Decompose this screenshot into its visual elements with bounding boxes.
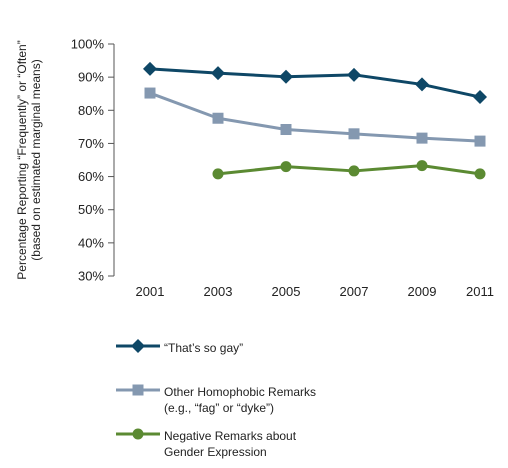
data-point: [212, 168, 224, 180]
data-point: [474, 135, 486, 147]
data-point: [348, 128, 360, 140]
x-tick-label: 2007: [340, 284, 369, 299]
data-point: [144, 87, 156, 99]
y-tick-label: 90%: [78, 70, 104, 85]
y-tick-label: 100%: [71, 37, 105, 52]
legend-label-line: Gender Expression: [164, 445, 267, 459]
y-tick-label: 40%: [78, 235, 104, 250]
data-point: [143, 61, 157, 76]
x-tick-label: 2001: [136, 284, 165, 299]
y-tick-label: 60%: [78, 169, 104, 184]
y-axis-label-line: (based on estimated marginal means): [29, 59, 43, 260]
legend-item: Other Homophobic Remarks (e.g., “fag” or …: [116, 380, 496, 424]
legend-label-line: Negative Remarks about: [164, 429, 297, 443]
x-tick-label: 2009: [408, 284, 437, 299]
y-tick-label: 80%: [78, 103, 104, 118]
legend-swatch: [116, 428, 160, 440]
data-point: [280, 124, 292, 136]
series-line: [149, 91, 481, 143]
legend-swatch: [116, 339, 160, 353]
series-2: [144, 87, 486, 147]
series-layer: [143, 61, 487, 180]
y-tick-label: 70%: [78, 136, 104, 151]
data-point: [474, 168, 486, 180]
series-3: [212, 160, 486, 180]
legend-label: Other Homophobic Remarks (e.g., “fag” or …: [164, 384, 316, 416]
legend-marker: [132, 384, 144, 396]
y-ticks: 30% 40% 50% 60% 70% 80% 90% 100%: [71, 37, 114, 284]
legend-label-line: Other Homophobic Remarks: [164, 385, 317, 399]
legend-label-line: “That’s so gay”: [164, 341, 244, 355]
legend-marker: [132, 428, 144, 440]
legend-label: “That’s so gay”: [164, 340, 243, 356]
chart: Percentage Reporting “Frequently” or “Of…: [15, 37, 494, 300]
x-tick-label: 2005: [272, 284, 301, 299]
data-point: [415, 77, 429, 92]
data-point: [212, 112, 224, 124]
y-axis-label-line: Percentage Reporting “Frequently” or “Of…: [15, 40, 29, 279]
data-point: [279, 69, 293, 84]
legend-swatch: [116, 384, 160, 396]
legend-item: Negative Remarks about Gender Expression: [116, 424, 496, 468]
series-line: [149, 67, 481, 99]
legend-label: Negative Remarks about Gender Expression: [164, 428, 296, 460]
legend: “That’s so gay” Other Homophobic Remarks (…: [116, 336, 496, 468]
data-point: [211, 66, 225, 81]
x-tick-label: 2011: [466, 284, 494, 299]
data-point: [473, 90, 487, 105]
y-tick-label: 50%: [78, 202, 104, 217]
data-point: [416, 160, 428, 172]
series-1: [143, 61, 487, 105]
data-point: [416, 132, 428, 144]
y-axis-label: Percentage Reporting “Frequently” or “Of…: [15, 40, 43, 279]
y-tick-label: 30%: [78, 269, 104, 284]
legend-label-line: (e.g., “fag” or “dyke”): [164, 401, 275, 415]
legend-marker: [131, 339, 145, 353]
x-tick-label: 2003: [204, 284, 233, 299]
data-point: [280, 161, 292, 173]
data-point: [347, 67, 361, 82]
legend-item: “That’s so gay”: [116, 336, 496, 380]
x-ticks: 2001 2003 2005 2007 2009 2011: [136, 284, 494, 299]
data-point: [348, 165, 360, 177]
